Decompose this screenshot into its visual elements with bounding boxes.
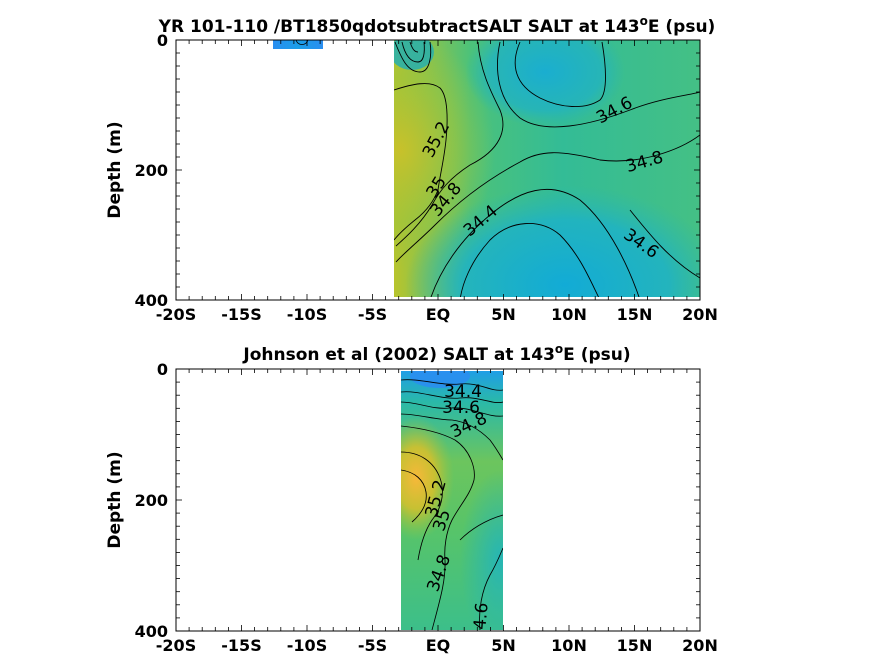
x-tick-label: -5S [358,305,387,324]
x-tick-label: EQ [426,305,451,324]
x-tick-label: EQ [426,636,451,655]
x-tick-label: 15N [617,636,653,655]
x-tick-label: 15N [617,305,653,324]
x-tick-label: 20N [682,636,718,655]
x-tick-label: 10N [551,636,587,655]
x-tick-label: -15S [221,305,261,324]
contour-label: 34.6 [469,602,492,641]
top-salinity-field: 35.2 35 34.8 34.4 34.6 34.8 34.6 [394,40,700,297]
y-tick-label: 200 [135,161,168,180]
bottom-chart-title: Johnson et al (2002) SALT at 143oE (psu) [242,342,630,365]
bottom-salinity-field: 34.4 34.6 34.8 35.2 35 34.8 34.6 [401,371,503,641]
x-tick-label: 20N [682,305,718,324]
top-y-axis-label: Depth (m) [105,121,125,218]
x-tick-label: 5N [491,636,516,655]
contour-label: 34.6 [442,398,480,418]
y-tick-label: 0 [157,360,168,379]
y-tick-label: 400 [135,622,168,641]
bottom-y-axis-label: Depth (m) [105,451,125,548]
x-tick-label: 10N [551,305,587,324]
x-tick-label: 5N [491,305,516,324]
x-tick-label: -10S [287,305,327,324]
y-tick-label: 400 [135,291,168,310]
y-tick-label: 0 [157,31,168,50]
top-ticks: -20S -15S -10S -5S EQ 5N 10N 15N 20N 0 200 400 [135,31,718,324]
bottom-ticks: -20S -15S -10S -5S EQ 5N 10N 15N 20N 0 200 400 [135,360,718,655]
x-tick-label: -20S [156,636,196,655]
top-chart-title: YR 101-110 /BT1850qdotsubtractSALT SALT … [158,14,716,37]
contour-label: 34.4 [444,382,482,402]
x-tick-label: -20S [156,305,196,324]
x-tick-label: -10S [287,636,327,655]
y-tick-label: 200 [135,491,168,510]
x-tick-label: -15S [221,636,261,655]
x-tick-label: -5S [358,636,387,655]
top-panel: 35.2 35 34.8 34.4 34.6 34.8 34.6 -20S -15… [105,14,718,324]
bottom-panel: 34.4 34.6 34.8 35.2 35 34.8 34.6 -20S -15… [105,342,718,655]
